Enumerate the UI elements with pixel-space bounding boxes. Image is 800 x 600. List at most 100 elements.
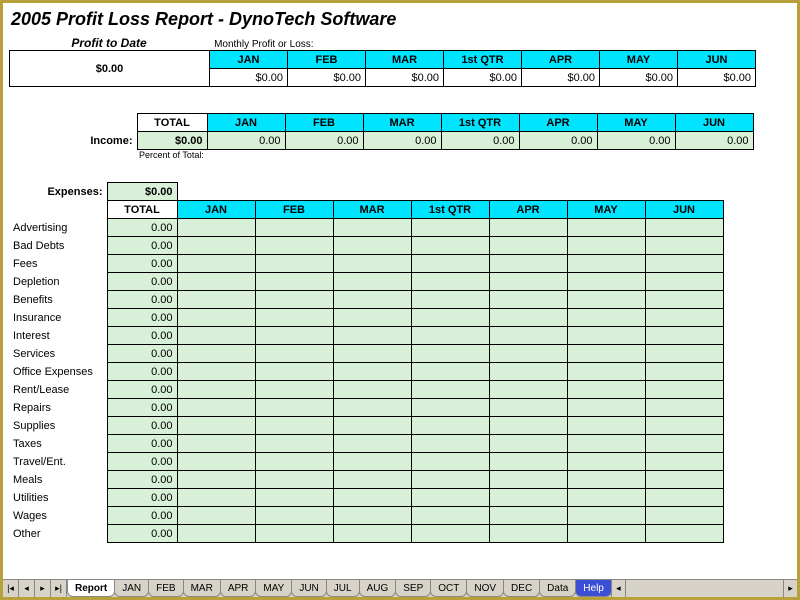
expense-cell[interactable] [411,507,489,525]
expense-cell[interactable] [333,489,411,507]
expense-cell[interactable] [411,327,489,345]
expense-cell[interactable] [177,291,255,309]
expense-cell[interactable] [645,507,723,525]
expense-cell[interactable] [411,291,489,309]
expense-cell[interactable] [567,327,645,345]
expense-cell[interactable] [411,381,489,399]
expense-cell[interactable] [567,417,645,435]
expense-cell[interactable] [489,453,567,471]
expense-cell[interactable] [489,237,567,255]
expense-cell[interactable] [333,291,411,309]
expense-cell[interactable] [255,237,333,255]
expense-cell[interactable] [255,309,333,327]
tab-nav-prev[interactable]: ◂ [19,580,35,597]
expense-cell[interactable] [567,507,645,525]
expense-cell[interactable] [177,489,255,507]
sheet-tab-sep[interactable]: SEP [395,580,431,597]
expense-cell[interactable] [255,381,333,399]
expense-cell[interactable] [645,345,723,363]
expense-cell[interactable] [177,507,255,525]
horizontal-scrollbar[interactable]: ◂ ▸ [611,580,797,597]
sheet-tab-report[interactable]: Report [67,580,115,597]
expense-cell[interactable] [333,273,411,291]
expense-cell[interactable] [255,525,333,543]
sheet-tab-dec[interactable]: DEC [503,580,540,597]
expense-cell[interactable] [567,489,645,507]
expense-cell[interactable] [333,363,411,381]
expense-cell[interactable] [333,417,411,435]
expense-cell[interactable] [489,291,567,309]
scroll-right-icon[interactable]: ▸ [783,580,797,597]
expense-cell[interactable] [489,327,567,345]
expense-cell[interactable] [489,381,567,399]
sheet-tab-apr[interactable]: APR [220,580,257,597]
expense-cell[interactable] [567,255,645,273]
expense-cell[interactable] [411,363,489,381]
expense-cell[interactable] [333,255,411,273]
sheet-tab-oct[interactable]: OCT [430,580,467,597]
expense-cell[interactable] [489,219,567,237]
expense-cell[interactable] [567,525,645,543]
expense-cell[interactable] [567,345,645,363]
expense-cell[interactable] [177,219,255,237]
expense-cell[interactable] [645,417,723,435]
expense-cell[interactable] [411,309,489,327]
expense-cell[interactable] [489,399,567,417]
expense-cell[interactable] [489,489,567,507]
expense-cell[interactable] [177,471,255,489]
tab-nav-next[interactable]: ▸ [35,580,51,597]
sheet-tab-jul[interactable]: JUL [326,580,360,597]
expense-cell[interactable] [255,255,333,273]
sheet-tab-mar[interactable]: MAR [183,580,221,597]
expense-cell[interactable] [333,309,411,327]
expense-cell[interactable] [567,363,645,381]
scroll-left-icon[interactable]: ◂ [612,580,626,597]
expense-cell[interactable] [567,309,645,327]
expense-cell[interactable] [645,309,723,327]
expense-cell[interactable] [645,291,723,309]
expense-cell[interactable] [489,309,567,327]
expense-cell[interactable] [255,471,333,489]
expense-cell[interactable] [333,453,411,471]
expense-cell[interactable] [255,291,333,309]
expense-cell[interactable] [177,453,255,471]
expense-cell[interactable] [411,345,489,363]
expense-cell[interactable] [567,219,645,237]
expense-cell[interactable] [177,255,255,273]
expense-cell[interactable] [645,273,723,291]
expense-cell[interactable] [177,435,255,453]
expense-cell[interactable] [177,237,255,255]
expense-cell[interactable] [255,489,333,507]
expense-cell[interactable] [255,219,333,237]
sheet-tab-jan[interactable]: JAN [114,580,149,597]
income-cell[interactable]: 0.00 [285,132,363,150]
expense-cell[interactable] [567,381,645,399]
expense-cell[interactable] [489,525,567,543]
expense-cell[interactable] [411,417,489,435]
expense-cell[interactable] [645,237,723,255]
expense-cell[interactable] [411,453,489,471]
expense-cell[interactable] [333,399,411,417]
expense-cell[interactable] [567,453,645,471]
expense-cell[interactable] [645,255,723,273]
profit-cell[interactable]: $0.00 [366,69,444,87]
expense-cell[interactable] [411,219,489,237]
expense-cell[interactable] [489,255,567,273]
expense-cell[interactable] [177,417,255,435]
expense-cell[interactable] [567,399,645,417]
expense-cell[interactable] [255,453,333,471]
expense-cell[interactable] [645,327,723,345]
expense-cell[interactable] [177,273,255,291]
income-cell[interactable]: 0.00 [207,132,285,150]
sheet-tab-aug[interactable]: AUG [359,580,397,597]
sheet-tab-jun[interactable]: JUN [291,580,326,597]
tab-nav-last[interactable]: ▸| [51,580,67,597]
expense-cell[interactable] [489,273,567,291]
income-cell[interactable]: 0.00 [597,132,675,150]
expense-cell[interactable] [411,525,489,543]
expense-cell[interactable] [411,435,489,453]
expense-cell[interactable] [255,327,333,345]
expense-cell[interactable] [255,507,333,525]
income-cell[interactable]: 0.00 [519,132,597,150]
expense-cell[interactable] [645,381,723,399]
